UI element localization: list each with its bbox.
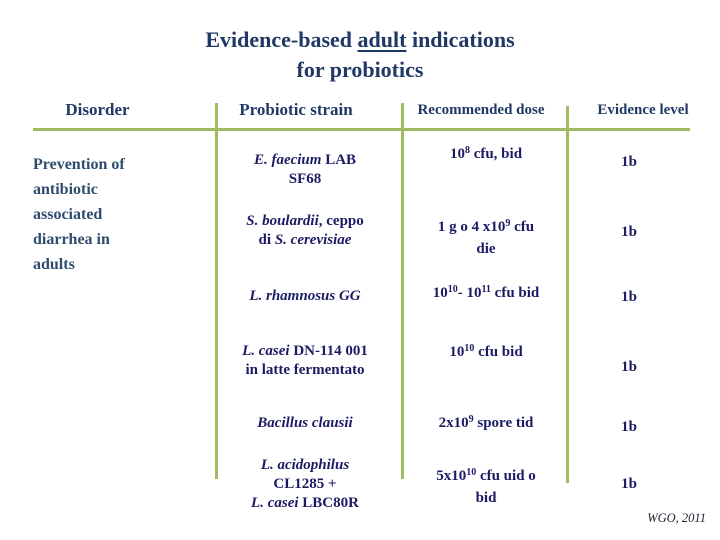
text-segment: cfu bid <box>474 344 523 360</box>
text-segment: 5x10 <box>436 468 467 484</box>
exponent: 10 <box>466 467 477 478</box>
dose-line: bid <box>407 488 565 509</box>
dose-cell: 1 g o 4 x109 cfu die <box>407 217 565 260</box>
strain-line: di S. cerevisiae <box>219 231 391 250</box>
dose-cell: 5x1010 cfu uid o bid <box>407 466 565 509</box>
column-divider-1 <box>215 103 218 479</box>
text-segment: 10 <box>432 285 448 301</box>
text-segment: cfu bid <box>490 285 540 301</box>
text-segment: cfu, bid <box>469 146 523 162</box>
species-name: S. cerevisiae <box>274 232 352 248</box>
exponent: 9 <box>468 414 474 425</box>
evidence-cell: 1b <box>621 359 637 375</box>
text-segment: bid <box>475 490 497 506</box>
disorder-cell: Prevention of antibiotic associated diarrhe… <box>33 152 213 277</box>
text-segment: cfu <box>510 219 535 235</box>
strain-cell: E. faecium LAB SF68 <box>219 151 391 189</box>
dose-line: 5x1010 cfu uid o <box>407 466 565 488</box>
species-name: L. casei <box>242 343 290 359</box>
evidence-cell: 1b <box>621 289 637 305</box>
evidence-cell: 1b <box>621 154 637 170</box>
disorder-line: associated <box>33 206 103 223</box>
column-header-evidence-level: Evidence level <box>597 102 689 118</box>
dose-cell: 108 cfu, bid <box>407 144 565 166</box>
species-name: L. casei <box>251 495 299 511</box>
text-segment: die <box>476 241 496 257</box>
text-segment: CL1285 + <box>273 476 337 492</box>
text-segment: , ceppo <box>318 213 364 229</box>
column-header-disorder: Disorder <box>65 100 130 119</box>
column-header-probiotic-strain: Probiotic strain <box>239 100 353 119</box>
strain-line: L. acidophilus <box>219 456 391 475</box>
strain-line: E. faecium LAB <box>219 151 391 170</box>
exponent: 8 <box>464 145 470 156</box>
title-underlined-word: adult <box>357 27 407 52</box>
exponent: 10 <box>464 343 475 354</box>
dose-line: 1010- 1011 cfu bid <box>407 283 565 305</box>
text-segment: cfu uid o <box>476 468 536 484</box>
evidence-cell: 1b <box>621 419 637 435</box>
strain-line: L. casei DN-114 001 <box>219 342 391 361</box>
text-segment: 1 g o 4 x10 <box>437 219 506 235</box>
column-header-recommended-dose: Recommended dose <box>417 102 545 118</box>
text-segment: di <box>258 232 275 248</box>
column-divider-2 <box>401 103 404 479</box>
species-name: Bacillus clausii <box>257 415 353 431</box>
evidence-cell: 1b <box>621 476 637 492</box>
strain-line: in latte fermentato <box>219 361 391 380</box>
title-line-2: for probiotics <box>296 57 424 82</box>
strain-cell: Bacillus clausii <box>219 414 391 433</box>
strain-line: Bacillus clausii <box>219 414 391 433</box>
exponent: 10 <box>447 284 458 295</box>
title-text: Evidence-based <box>205 27 358 52</box>
text-segment: 10 <box>449 344 465 360</box>
strain-cell: L. rhamnosus GG <box>219 287 391 306</box>
text-segment: DN-114 001 <box>289 343 368 359</box>
text-segment: in latte fermentato <box>245 362 365 378</box>
disorder-line: antibiotic <box>33 181 98 198</box>
source-citation: WGO, 2011 <box>647 511 706 525</box>
title-text: indications <box>406 27 515 52</box>
text-segment: - 10 <box>457 285 482 301</box>
dose-line: die <box>407 239 565 260</box>
text-segment: LAB <box>321 152 357 168</box>
strain-line: SF68 <box>219 170 391 189</box>
species-name: E. faecium <box>253 152 322 168</box>
dose-line: 1 g o 4 x109 cfu <box>407 217 565 239</box>
text-segment: spore tid <box>473 415 534 431</box>
strain-line: L. casei LBC80R <box>219 494 391 513</box>
exponent: 11 <box>481 284 491 295</box>
title-line-1: Evidence-based adult indications <box>0 25 720 55</box>
header-underline-rule <box>33 128 690 131</box>
strain-line: CL1285 + <box>219 475 391 494</box>
species-name: S. boulardii <box>246 213 319 229</box>
dose-line: 1010 cfu bid <box>407 342 565 364</box>
slide-title: Evidence-based adult indications for pro… <box>0 25 720 85</box>
strain-cell: L. casei DN-114 001 in latte fermentato <box>219 342 391 380</box>
exponent: 9 <box>505 218 511 229</box>
dose-cell: 1010- 1011 cfu bid <box>407 283 565 305</box>
disorder-line: Prevention of <box>33 156 125 173</box>
dose-cell: 2x109 spore tid <box>407 413 565 435</box>
text-segment: 2x10 <box>438 415 469 431</box>
strain-line: L. rhamnosus GG <box>219 287 391 306</box>
dose-line: 2x109 spore tid <box>407 413 565 435</box>
species-name: L. acidophilus <box>260 457 350 473</box>
text-segment: 10 <box>449 146 465 162</box>
disorder-line: adults <box>33 256 75 273</box>
strain-cell: L. acidophilus CL1285 + L. casei LBC80R <box>219 456 391 513</box>
disorder-line: diarrhea in <box>33 231 110 248</box>
text-segment: LBC80R <box>298 495 359 511</box>
evidence-cell: 1b <box>621 224 637 240</box>
text-segment: SF68 <box>288 171 322 187</box>
dose-cell: 1010 cfu bid <box>407 342 565 364</box>
column-divider-3 <box>566 106 569 483</box>
dose-line: 108 cfu, bid <box>407 144 565 166</box>
species-name: L. rhamnosus GG <box>249 288 361 304</box>
strain-line: S. boulardii, ceppo <box>219 212 391 231</box>
strain-cell: S. boulardii, ceppo di S. cerevisiae <box>219 212 391 250</box>
